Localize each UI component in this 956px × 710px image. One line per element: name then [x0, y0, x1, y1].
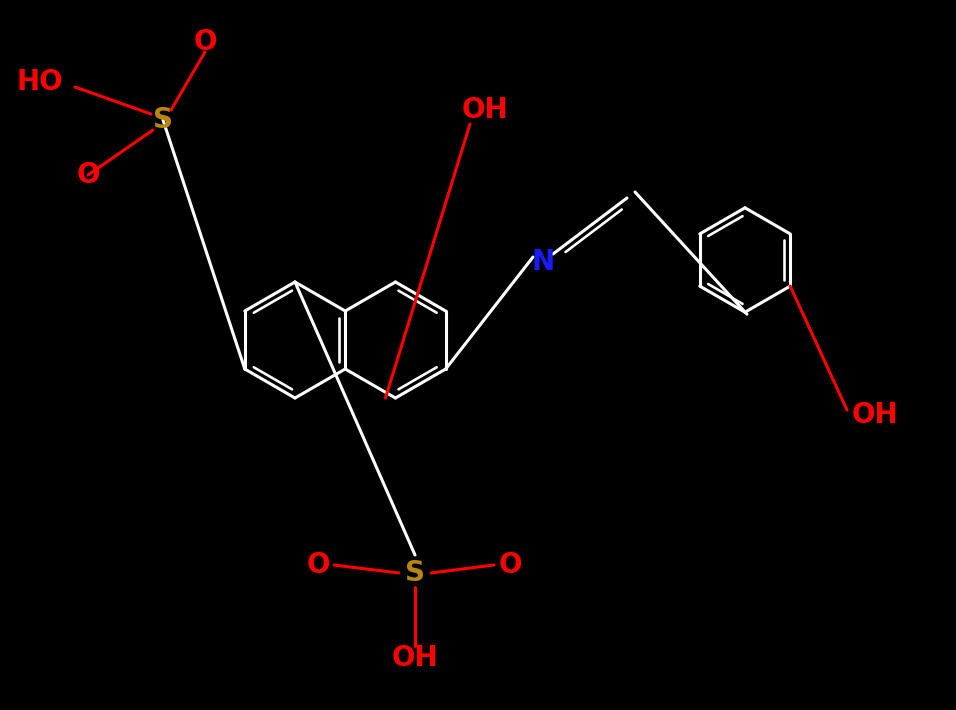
Text: S: S [405, 559, 425, 587]
Text: HO: HO [16, 68, 63, 96]
Text: O: O [76, 161, 99, 189]
Text: O: O [498, 551, 522, 579]
Text: OH: OH [392, 644, 438, 672]
Text: S: S [153, 106, 173, 134]
Text: OH: OH [462, 96, 509, 124]
Text: O: O [306, 551, 330, 579]
Text: O: O [193, 28, 217, 56]
Text: OH: OH [852, 401, 899, 429]
Text: N: N [532, 248, 554, 276]
